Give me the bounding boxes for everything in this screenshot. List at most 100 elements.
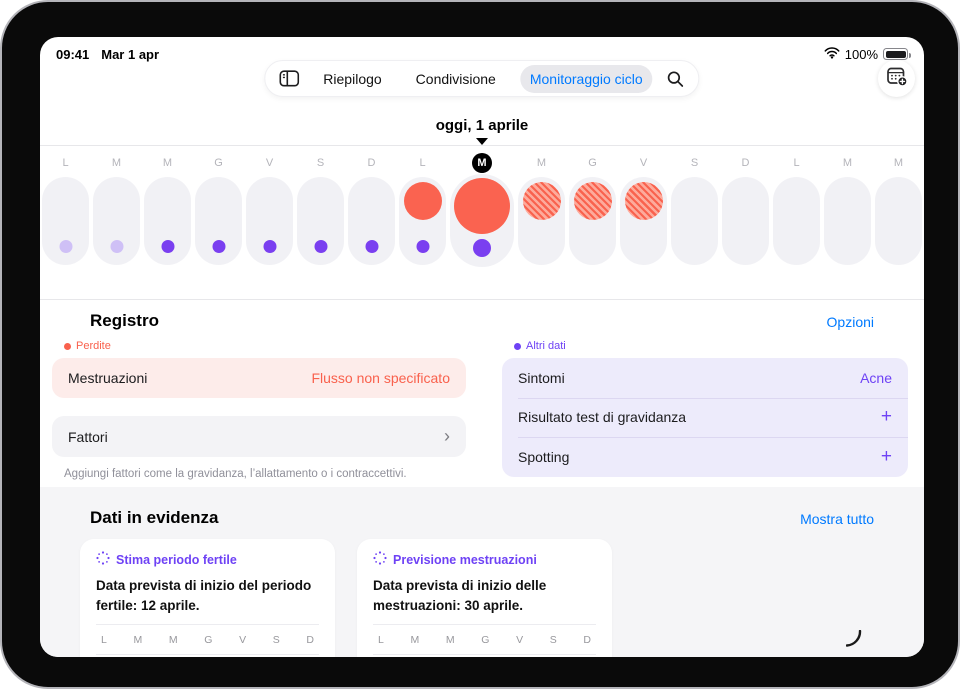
day-cell[interactable]: L (42, 152, 89, 265)
status-bar: 09:41 Mar 1 apr 100% (40, 44, 924, 64)
day-cell[interactable]: D (722, 152, 769, 265)
row-label: Risultato test di gravidanza (518, 409, 687, 426)
cycle-dot (314, 240, 327, 253)
day-cell[interactable]: S (671, 152, 718, 265)
wifi-icon (824, 46, 840, 62)
chevron-right-icon: › (444, 425, 450, 446)
fattori-row[interactable]: Fattori › (52, 416, 466, 457)
cycle-dot (212, 240, 225, 253)
card-tag: Previsione mestruazioni (373, 551, 596, 568)
row-value[interactable]: + (880, 406, 892, 428)
mini-day-letter: D (583, 634, 591, 647)
day-oval (297, 177, 344, 265)
red-dot-icon (64, 342, 71, 350)
mestruazioni-row[interactable]: Mestruazioni Flusso non specificato (52, 358, 466, 398)
day-letter: V (265, 157, 274, 169)
day-cell[interactable]: L (773, 152, 820, 265)
day-oval (671, 177, 718, 265)
day-cell[interactable]: V (246, 152, 293, 265)
day-letter: M (842, 157, 853, 169)
prediction-sparkle-icon (373, 551, 387, 568)
day-cell[interactable]: M (875, 152, 922, 265)
cycle-dot (110, 240, 123, 253)
cycle-dot (365, 240, 378, 253)
period-circle (624, 182, 663, 220)
mini-day-letter: M (410, 634, 420, 647)
day-cell[interactable]: M (93, 152, 140, 265)
battery-percent: 100% (844, 46, 878, 62)
mini-day-letter: M (133, 634, 143, 647)
today-marker-triangle-icon (476, 138, 488, 145)
day-cell[interactable]: D (348, 152, 395, 265)
fattori-hint: Aggiungi fattori come la gravidanza, l’a… (64, 468, 407, 480)
tab-bar: Riepilogo Condivisione Monitoraggio cicl… (264, 60, 700, 97)
day-letter: M (472, 153, 492, 173)
day-letter: M (536, 157, 547, 169)
period-circle (454, 178, 510, 234)
day-oval (399, 177, 446, 265)
day-letter: M (162, 157, 173, 169)
search-icon[interactable] (667, 70, 685, 88)
day-letter: M (893, 157, 904, 169)
day-letter: G (214, 157, 223, 169)
day-cell[interactable]: G (569, 152, 616, 265)
mini-day-letter: L (101, 634, 107, 647)
day-letter: D (367, 157, 376, 169)
day-cell[interactable]: S (297, 152, 344, 265)
options-link[interactable]: Opzioni (826, 314, 874, 330)
day-cell[interactable]: V (620, 152, 667, 265)
cycle-dot (263, 240, 276, 253)
day-cell[interactable]: M (824, 152, 871, 265)
day-cell[interactable]: M (450, 152, 514, 267)
day-cell[interactable]: M (518, 152, 565, 265)
row-value[interactable]: + (880, 445, 892, 467)
mini-day-letter: V (239, 634, 247, 647)
day-cell[interactable]: M (144, 152, 191, 265)
altri-dati-row[interactable]: Sintomi Acne (502, 358, 908, 398)
card-tag: Stima periodo fertile (96, 551, 319, 568)
cycle-dot (161, 240, 174, 253)
purple-dot-icon (514, 342, 521, 350)
period-prediction-card[interactable]: Previsione mestruazioni Data prevista di… (357, 539, 612, 657)
day-letter: V (639, 157, 648, 169)
highlights-title: Dati in evidenza (90, 508, 219, 527)
calendar-add-button[interactable] (878, 60, 915, 97)
altri-dati-row[interactable]: Risultato test di gravidanza + (502, 397, 908, 438)
perdite-label: Perdite (64, 340, 466, 352)
day-letter: L (419, 157, 426, 169)
day-cell[interactable]: G (195, 152, 242, 265)
nav-tab[interactable]: Condivisione (415, 70, 496, 87)
sidebar-toggle-icon[interactable] (279, 70, 300, 87)
app-screen: 09:41 Mar 1 apr 100% (40, 37, 924, 657)
fertile-window-card[interactable]: Stima periodo fertile Data prevista di i… (80, 539, 335, 657)
altri-dati-row[interactable]: Spotting + (502, 437, 908, 477)
nav-tab[interactable]: Riepilogo (323, 70, 382, 87)
mini-day-letter: M (168, 634, 178, 647)
day-oval (620, 177, 667, 265)
registro-title: Registro (90, 311, 159, 330)
nav-tab[interactable]: Monitoraggio ciclo (519, 64, 653, 93)
day-oval (348, 177, 395, 265)
status-date: Mar 1 apr (101, 46, 160, 62)
mini-day-letter: S (549, 634, 557, 647)
day-letter: G (588, 157, 597, 169)
cycle-dot (59, 240, 72, 253)
altri-dati-card: Sintomi Acne Risultato test di gravidanz… (502, 358, 908, 477)
registro-right-column: Altri dati Sintomi Acne Risultato test d… (502, 340, 908, 477)
week-strip: L M M (42, 152, 922, 267)
day-cell[interactable]: L (399, 152, 446, 265)
show-all-link[interactable]: Mostra tutto (800, 511, 874, 527)
day-letter: L (793, 157, 800, 169)
day-oval (93, 177, 140, 265)
day-letter: S (690, 157, 699, 169)
day-oval (518, 177, 565, 265)
section-divider (40, 299, 924, 300)
mini-week-header: L M M G V S D (96, 624, 319, 656)
row-label: Sintomi (518, 369, 565, 386)
registro-left-column: Perdite Mestruazioni Flusso non specific… (52, 340, 466, 480)
current-date-title: oggi, 1 aprile (435, 117, 529, 134)
row-value[interactable]: Acne (860, 369, 892, 386)
mestruazioni-label: Mestruazioni (68, 370, 148, 386)
day-oval (875, 177, 922, 265)
mini-day-letter: M (445, 634, 455, 647)
